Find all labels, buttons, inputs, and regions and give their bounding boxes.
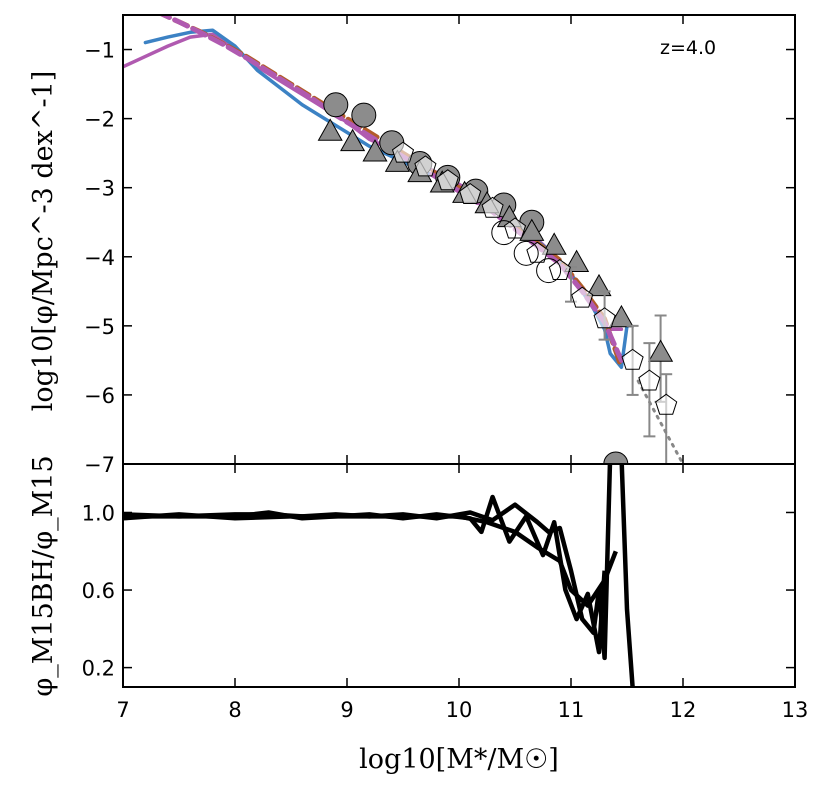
bottom-panel-frame — [122, 463, 796, 688]
top-ytick-label: −1 — [84, 39, 115, 63]
top-panel-series — [123, 15, 685, 464]
marker-open-circles — [513, 240, 539, 266]
marker-open-pentagons — [571, 286, 594, 308]
bottom-xtick-label: 13 — [782, 698, 809, 722]
bottom-panel-series — [123, 464, 635, 687]
marker-grey-triangles — [586, 273, 612, 297]
series-fit-grey-dotted — [636, 379, 685, 464]
marker-grey-triangles — [608, 304, 634, 328]
bottom-y-axis-label: φ_M15BH/φ_M15 — [28, 455, 59, 696]
series-model-brown-dashed — [158, 15, 624, 370]
top-panel-markers — [317, 92, 678, 464]
marker-grey-triangles — [541, 232, 567, 255]
bottom-xtick-label: 9 — [340, 698, 353, 722]
marker-open-pentagons — [548, 258, 571, 280]
marker-open-pentagons — [526, 241, 549, 263]
marker-open-circles — [491, 220, 517, 246]
bottom-xtick-label: 7 — [116, 698, 129, 722]
series-model-blue-solid — [143, 28, 629, 370]
marker-grey-triangles — [519, 218, 545, 241]
top-ytick-label: −6 — [84, 384, 115, 408]
x-axis-label: log10[M*/M☉] — [359, 744, 559, 775]
bottom-xtick-label: 11 — [558, 698, 585, 722]
series-model-purple-dashed — [158, 15, 624, 363]
marker-open-pentagons — [621, 348, 644, 370]
bottom-ytick-label: 0.2 — [82, 657, 115, 681]
bottom-xtick-label: 10 — [446, 698, 473, 722]
top-panel-yticks: −7 −6 −5 −4 −3 −2 −1 — [84, 39, 795, 477]
marker-grey-triangles — [648, 339, 674, 362]
marker-grey-circles — [323, 92, 349, 118]
marker-open-pentagons — [593, 307, 616, 329]
top-y-axis-label: log10[φ/Mpc^-3 dex^-1] — [28, 71, 59, 412]
top-ytick-label: −7 — [84, 453, 115, 477]
bottom-ytick-label: 0.6 — [82, 579, 115, 603]
series-ratio-2 — [123, 494, 607, 655]
marker-grey-triangles — [362, 139, 388, 162]
series-ratio-3 — [123, 512, 618, 608]
panel-annotation: z=4.0 — [660, 37, 716, 59]
top-ytick-label: −4 — [84, 246, 115, 270]
bottom-panel-yticks: 0.2 0.6 1.0 — [82, 501, 795, 681]
bottom-xtick-label: 8 — [228, 698, 241, 722]
marker-open-pentagons — [655, 393, 678, 415]
top-ytick-label: −5 — [84, 315, 115, 339]
marker-open-pentagons — [414, 155, 437, 177]
marker-open-pentagons — [638, 369, 661, 391]
top-panel-frame — [122, 14, 796, 465]
bottom-ytick-label: 1.0 — [82, 501, 115, 525]
marker-open-pentagons — [391, 141, 415, 163]
marker-grey-circles — [603, 451, 629, 464]
top-ytick-label: −2 — [84, 108, 115, 132]
top-panel-xticks — [122, 15, 796, 464]
marker-grey-triangles — [317, 118, 343, 141]
marker-open-pentagons — [481, 196, 504, 218]
marker-open-pentagons — [459, 182, 482, 204]
marker-grey-triangles — [340, 128, 366, 152]
marker-grey-circles — [351, 102, 377, 128]
bottom-panel-xticks: 7 8 9 10 11 12 13 — [116, 464, 808, 722]
marker-open-pentagons — [436, 169, 459, 191]
series-model-purple-solid — [123, 32, 624, 332]
bottom-xtick-label: 12 — [670, 698, 697, 722]
marker-open-circles — [536, 258, 562, 284]
top-ytick-label: −3 — [84, 177, 115, 201]
series-ratio-1 — [123, 464, 635, 687]
